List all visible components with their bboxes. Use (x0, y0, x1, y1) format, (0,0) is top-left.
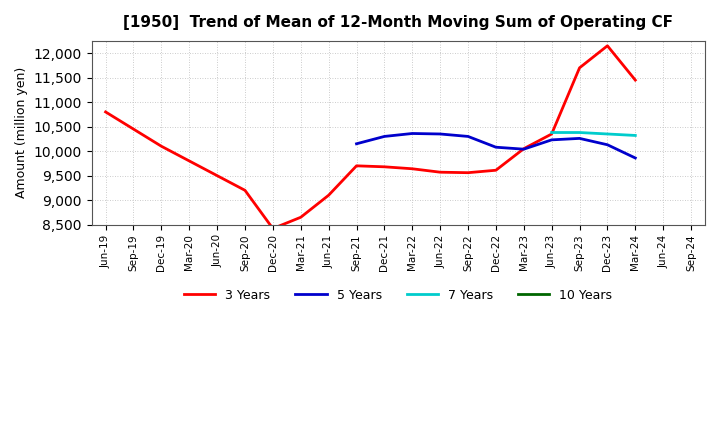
Y-axis label: Amount (million yen): Amount (million yen) (15, 67, 28, 198)
3 Years (631, 77, 639, 83)
3 Years (240, 188, 249, 193)
5 Years (519, 147, 528, 152)
Line: 3 Years: 3 Years (106, 46, 635, 228)
5 Years (547, 137, 556, 143)
3 Years (129, 126, 138, 132)
Title: [1950]  Trend of Mean of 12-Month Moving Sum of Operating CF: [1950] Trend of Mean of 12-Month Moving … (123, 15, 673, 30)
7 Years (603, 132, 612, 137)
3 Years (575, 65, 584, 70)
3 Years (213, 173, 222, 178)
3 Years (519, 146, 528, 151)
3 Years (352, 163, 361, 169)
5 Years (575, 136, 584, 141)
5 Years (380, 134, 389, 139)
7 Years (631, 133, 639, 138)
5 Years (352, 141, 361, 147)
3 Years (380, 164, 389, 169)
3 Years (157, 143, 166, 149)
5 Years (492, 145, 500, 150)
3 Years (603, 43, 612, 48)
3 Years (547, 132, 556, 137)
Legend: 3 Years, 5 Years, 7 Years, 10 Years: 3 Years, 5 Years, 7 Years, 10 Years (179, 283, 618, 307)
5 Years (436, 132, 444, 137)
7 Years (547, 130, 556, 135)
3 Years (436, 169, 444, 175)
5 Years (408, 131, 417, 136)
3 Years (324, 193, 333, 198)
5 Years (631, 155, 639, 161)
3 Years (492, 168, 500, 173)
5 Years (464, 134, 472, 139)
3 Years (464, 170, 472, 175)
5 Years (603, 142, 612, 147)
3 Years (102, 109, 110, 114)
7 Years (575, 130, 584, 135)
3 Years (408, 166, 417, 172)
3 Years (269, 226, 277, 231)
Line: 7 Years: 7 Years (552, 132, 635, 136)
Line: 5 Years: 5 Years (356, 133, 635, 158)
3 Years (297, 215, 305, 220)
3 Years (185, 158, 194, 164)
